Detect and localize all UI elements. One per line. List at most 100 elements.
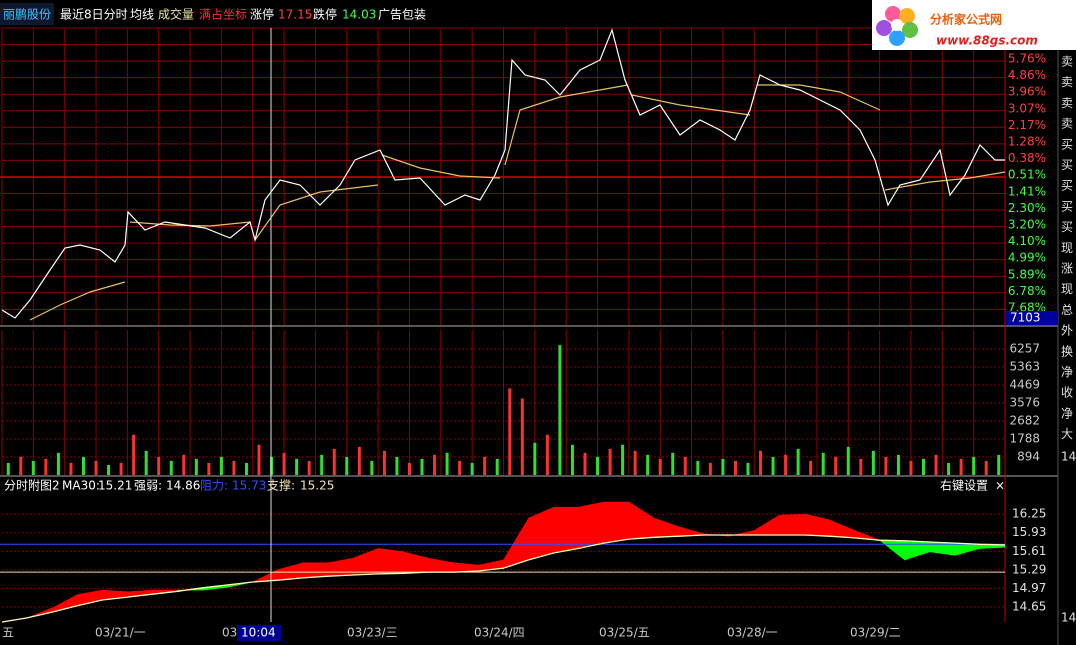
x-label: 03/29/二 (850, 626, 901, 640)
side-item: 净 (1061, 406, 1073, 420)
volume-bar (972, 456, 976, 475)
volume-bar (483, 456, 487, 475)
indicator-tick-label: 16.25 (1012, 507, 1046, 521)
settings-button[interactable]: 右键设置 (940, 478, 988, 493)
volume-bar (909, 460, 913, 475)
price-axis-label: 4.99% (1008, 251, 1046, 265)
volume-bar (947, 462, 951, 475)
volume-bar (6, 462, 10, 475)
indicator-tick-label: 14.97 (1012, 581, 1046, 595)
volume-bar (759, 450, 763, 475)
logo-petal (876, 20, 892, 36)
volume-bar (107, 464, 111, 475)
volume-bar (357, 446, 361, 475)
volume-bar (508, 388, 512, 475)
volume-bar (671, 452, 675, 475)
volume-bar (132, 434, 136, 475)
close-button[interactable]: × (995, 479, 1005, 493)
coord-mode[interactable]: 满占坐标 (199, 7, 247, 22)
volume-bar (633, 450, 637, 475)
volume-bar (708, 462, 712, 475)
volume-bar (495, 458, 499, 475)
price-line (1, 28, 1005, 319)
volume-bar (796, 448, 800, 475)
volume-bar (169, 460, 173, 475)
indicator-field-value: 14.86 (166, 479, 200, 493)
x-label: 03/24/四 (474, 626, 525, 640)
price-axis-label: 4.10% (1008, 234, 1046, 248)
price-axis-label: 6.78% (1008, 284, 1046, 298)
indicator-field-label: 强弱: (134, 479, 162, 493)
toolbar-item[interactable]: 成交量 (158, 7, 194, 22)
price-axis-label: 3.96% (1008, 85, 1046, 99)
strength-fill (778, 513, 805, 536)
volume-bar (596, 456, 600, 475)
side-item: 买 (1061, 137, 1073, 151)
side-item: 买 (1061, 220, 1073, 234)
volume-bar (621, 444, 625, 475)
volume-bar (182, 454, 186, 475)
limit-down: 14.03 (342, 8, 376, 22)
price-axis-label: 3.20% (1008, 218, 1046, 232)
mode[interactable]: 最近8日分时 (60, 8, 128, 22)
side-item: 外 (1061, 324, 1073, 338)
price-axis-label: 2.30% (1008, 201, 1046, 215)
side-item: 收 (1061, 386, 1073, 400)
side-number: 14 (1061, 450, 1076, 464)
logo-center (891, 19, 903, 31)
price-axis-label: 1.28% (1008, 135, 1046, 149)
strength-fill (302, 562, 329, 579)
volume-tick-label: 894 (1017, 449, 1040, 463)
indicator-field-value: 15.25 (300, 479, 334, 493)
side-item: 换 (1061, 344, 1073, 358)
logo-petal (899, 8, 915, 24)
volume-bar (846, 446, 850, 475)
volume-bar (658, 458, 662, 475)
limit-down-label: 跌停 (313, 7, 337, 22)
volume-tick-label: 5363 (1009, 359, 1040, 373)
volume-bar (821, 452, 825, 475)
volume-bar (44, 458, 48, 475)
logo-petal (885, 6, 901, 22)
price-axis-label: 0.51% (1008, 168, 1046, 182)
volume-bar (721, 458, 725, 475)
volume-bar (997, 454, 1001, 475)
volume-bar (884, 456, 888, 475)
indicator-tick-label: 14.65 (1012, 599, 1046, 613)
volume-bar (207, 462, 211, 475)
x-label: 03/25/五 (599, 626, 650, 640)
volume-bar (56, 452, 60, 475)
indicator-tick-label: 15.29 (1012, 562, 1046, 576)
volume-bar (959, 458, 963, 475)
toolbar-item[interactable]: 均线 (130, 8, 154, 22)
logo-url: www.88gs.com (936, 34, 1038, 48)
volume-bar (470, 462, 474, 475)
side-item: 涨 (1061, 261, 1073, 276)
indicator-field-value: 15.21 (98, 479, 132, 493)
cursor-time: 10:04 (241, 626, 276, 640)
volume-bar (746, 462, 750, 475)
stock-name[interactable]: 丽鹏股份 (3, 8, 51, 22)
x-label: 03/21/一 (95, 626, 146, 640)
volume-bar (320, 454, 324, 475)
ad-button[interactable]: 广告包装 (378, 8, 426, 22)
volume-bar (420, 458, 424, 475)
volume-bar (558, 345, 562, 475)
side-item: 买 (1061, 179, 1073, 193)
volume-bar (784, 454, 788, 475)
volume-bar (270, 456, 274, 475)
volume-bar (433, 454, 437, 475)
price-axis-label: 0.38% (1008, 151, 1046, 165)
price-axis-label: 3.07% (1008, 101, 1046, 115)
volume-bar (984, 460, 988, 475)
strength-fill (377, 548, 404, 575)
volume-bar (608, 448, 612, 475)
volume-bar (733, 460, 737, 475)
volume-bar (307, 460, 311, 475)
side-item: 卖 (1061, 117, 1073, 131)
volume-bar (257, 444, 261, 475)
volume-bar (157, 456, 161, 475)
volume-bar (81, 456, 85, 475)
x-label: 03/28/一 (727, 626, 778, 640)
volume-tick-label: 4469 (1009, 377, 1040, 391)
